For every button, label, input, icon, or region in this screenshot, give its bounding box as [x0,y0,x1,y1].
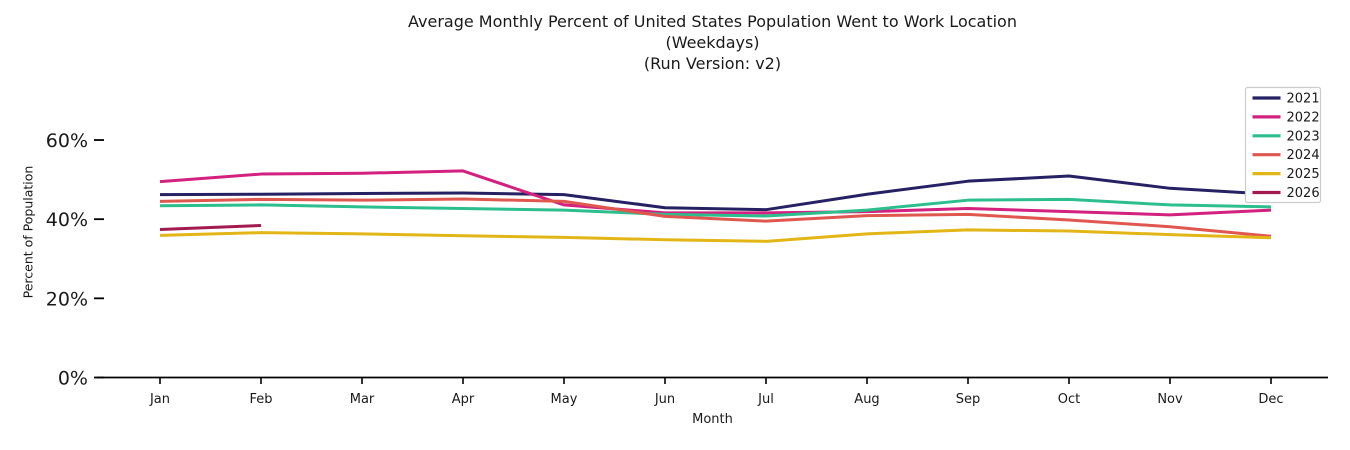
series-line-2022 [159,169,1272,217]
y-tick-label-60: 60% [46,130,88,152]
legend-label-2023: 2023 [1287,129,1320,144]
chart-title-line-3: (Run Version: v2) [643,54,782,73]
x-tick-label-sep: Sep [956,392,981,407]
legend-label-2022: 2022 [1287,110,1320,125]
x-axis-label: Month [692,412,733,427]
chart-title: Average Monthly Percent of United States… [97,11,1328,74]
chart-title-line-2: (Weekdays) [665,33,760,52]
series-line-2024 [159,197,1272,238]
x-tick-label-jul: Jul [757,392,774,407]
series-line-2023 [159,197,1272,218]
chart-title-line-1: Average Monthly Percent of United States… [408,12,1017,31]
x-tick-label-nov: Nov [1157,392,1183,407]
legend-label-2025: 2025 [1287,167,1320,182]
x-tick-label-aug: Aug [854,392,879,407]
legend-label-2024: 2024 [1287,148,1320,163]
x-tick-label-oct: Oct [1058,392,1080,407]
x-tick-label-may: May [551,392,578,407]
x-tick-label-dec: Dec [1258,392,1283,407]
y-tick-label-20: 20% [46,288,88,310]
series-line-2021 [159,174,1272,212]
x-tick-label-jun: Jun [654,392,675,407]
y-tick-label-40: 40% [46,209,88,231]
x-tick-label-mar: Mar [350,392,375,407]
x-tick-label-feb: Feb [249,392,272,407]
y-tick-label-0: 0% [58,368,88,390]
legend-label-2021: 2021 [1287,92,1320,107]
series-line-2026 [159,224,262,231]
x-tick-label-jan: Jan [149,392,170,407]
series-line-2025 [159,228,1272,243]
x-tick-label-apr: Apr [452,392,475,407]
legend-label-2026: 2026 [1287,186,1320,201]
